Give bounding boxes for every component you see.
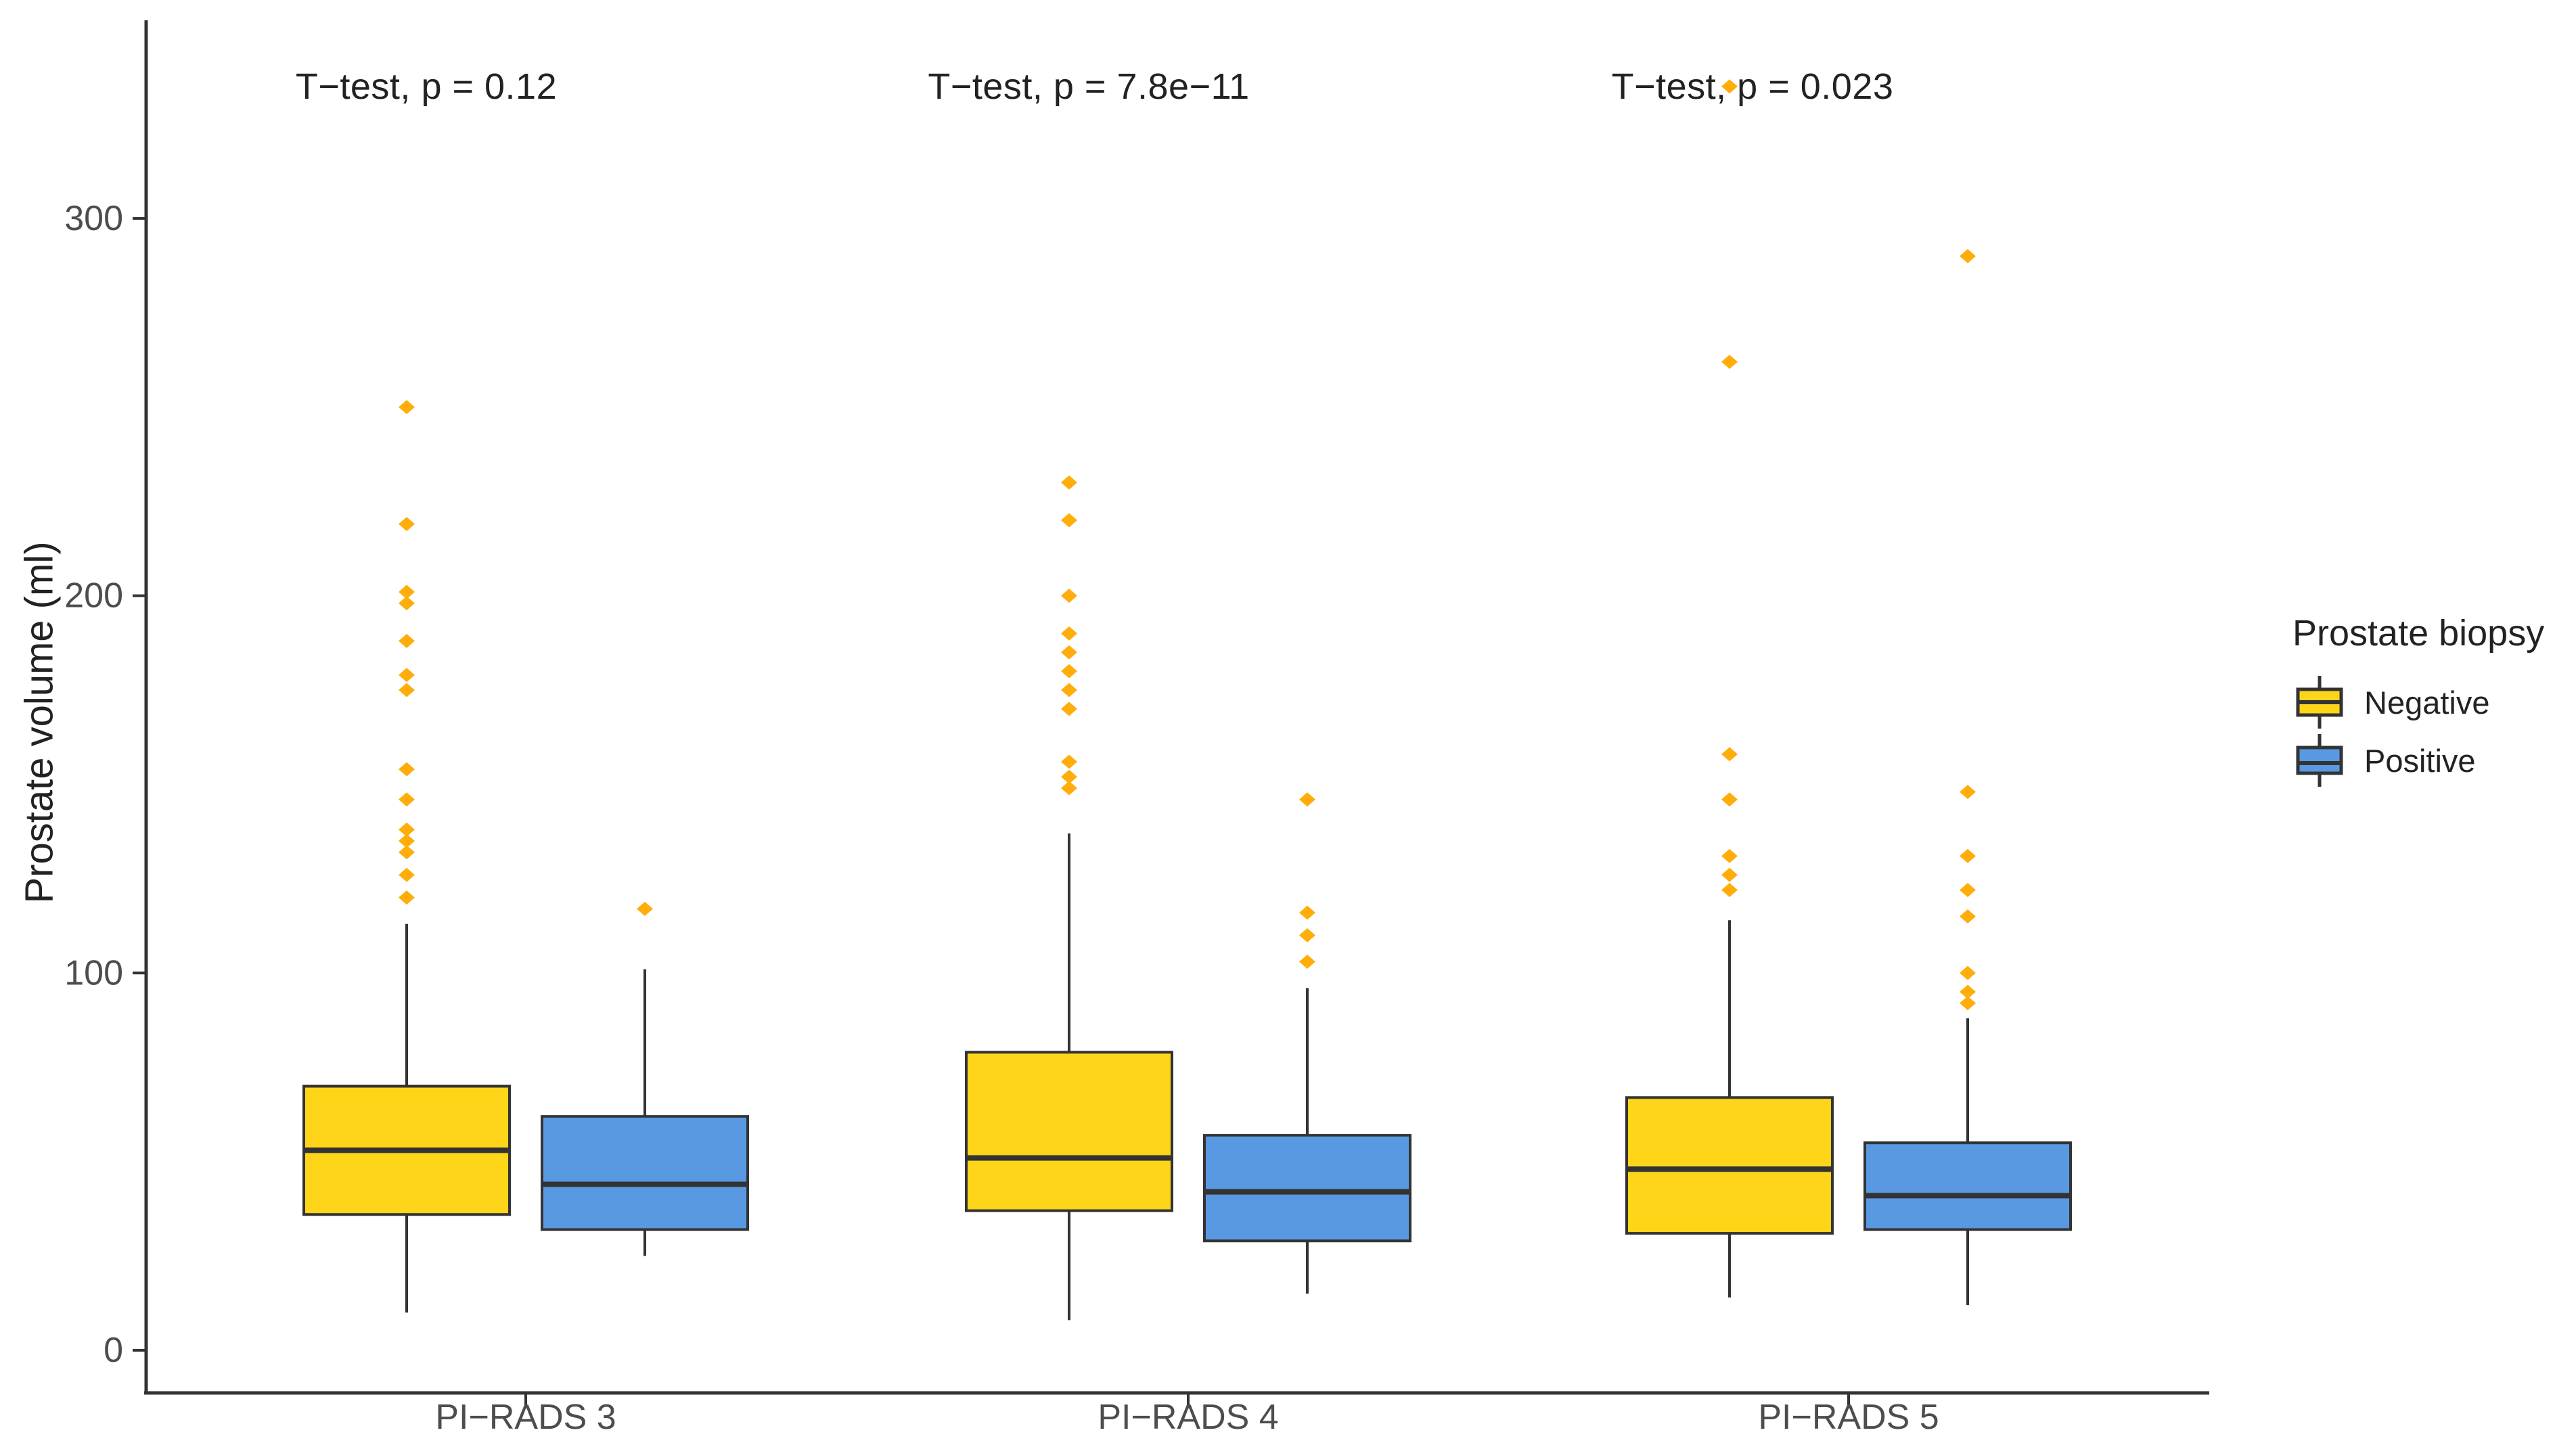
outlier-point xyxy=(399,683,415,697)
outlier-point xyxy=(399,668,415,683)
outlier-point xyxy=(1061,702,1077,716)
outlier-point xyxy=(1061,754,1077,769)
boxplot-box xyxy=(541,1115,749,1231)
ttest-annotation-pirads5: T−test, p = 0.023 xyxy=(1611,66,1894,107)
outlier-point xyxy=(1960,785,1976,800)
outlier-point xyxy=(399,584,415,599)
outlier-point xyxy=(1061,664,1077,679)
y-tick-label: 100 xyxy=(64,953,123,992)
outlier-point xyxy=(1061,683,1077,697)
legend-label-positive: Positive xyxy=(2364,742,2476,779)
outlier-point xyxy=(1061,589,1077,603)
outlier-point xyxy=(1721,747,1738,762)
outlier-point xyxy=(1960,249,1976,264)
boxplot-box xyxy=(965,1051,1173,1212)
outlier-point xyxy=(1721,867,1738,882)
outlier-point xyxy=(399,792,415,807)
outlier-point xyxy=(399,596,415,611)
legend-item-negative: Negative xyxy=(2292,673,2544,731)
y-tick-label: 200 xyxy=(64,576,123,616)
outlier-point xyxy=(1299,905,1315,920)
outlier-point xyxy=(1960,996,1976,1011)
outlier-point xyxy=(399,762,415,777)
x-tick-label: PI−RADS 3 xyxy=(435,1398,616,1437)
ttest-annotation-pirads4: T−test, p = 7.8e−11 xyxy=(928,66,1250,107)
boxplot-box xyxy=(1203,1134,1411,1243)
boxplot-box xyxy=(1625,1096,1834,1235)
outlier-point xyxy=(399,822,415,837)
legend-label-negative: Negative xyxy=(2364,684,2490,720)
outlier-point xyxy=(1960,848,1976,863)
outlier-point xyxy=(399,890,415,905)
outlier-point xyxy=(1960,965,1976,980)
outlier-point xyxy=(1721,883,1738,898)
outlier-point xyxy=(1299,928,1315,943)
outlier-point xyxy=(399,634,415,649)
boxplot-key-icon xyxy=(2296,734,2343,787)
outlier-point xyxy=(1061,475,1077,490)
legend: Prostate biopsy Negative Positive xyxy=(2292,612,2544,789)
boxplot-box xyxy=(1863,1141,2072,1231)
outlier-point xyxy=(399,400,415,415)
outlier-point xyxy=(637,901,653,916)
outlier-point xyxy=(1960,883,1976,898)
outlier-point xyxy=(1721,79,1738,94)
outlier-point xyxy=(399,517,415,532)
y-axis-title: Prostate volume (ml) xyxy=(17,541,62,904)
outlier-point xyxy=(1721,848,1738,863)
outlier-point xyxy=(1061,645,1077,660)
outlier-point xyxy=(1061,513,1077,528)
outlier-point xyxy=(399,845,415,860)
y-tick-label: 0 xyxy=(104,1331,123,1370)
legend-title: Prostate biopsy xyxy=(2292,613,2545,653)
boxplot-key-icon xyxy=(2296,676,2343,729)
x-tick-label: PI−RADS 5 xyxy=(1758,1398,1939,1437)
outlier-point xyxy=(1299,792,1315,807)
legend-item-positive: Positive xyxy=(2292,731,2544,789)
outlier-point xyxy=(1061,626,1077,641)
y-tick-label: 300 xyxy=(64,199,123,238)
outlier-point xyxy=(399,833,415,848)
x-tick-label: PI−RADS 4 xyxy=(1098,1398,1278,1437)
outlier-point xyxy=(1721,792,1738,807)
outlier-point xyxy=(1960,984,1976,999)
outlier-point xyxy=(1061,781,1077,796)
outlier-point xyxy=(1061,769,1077,784)
ttest-annotation-pirads3: T−test, p = 0.12 xyxy=(295,66,558,107)
outlier-point xyxy=(1960,909,1976,924)
outlier-point xyxy=(399,867,415,882)
outlier-point xyxy=(1299,955,1315,969)
outlier-point xyxy=(1721,354,1738,369)
